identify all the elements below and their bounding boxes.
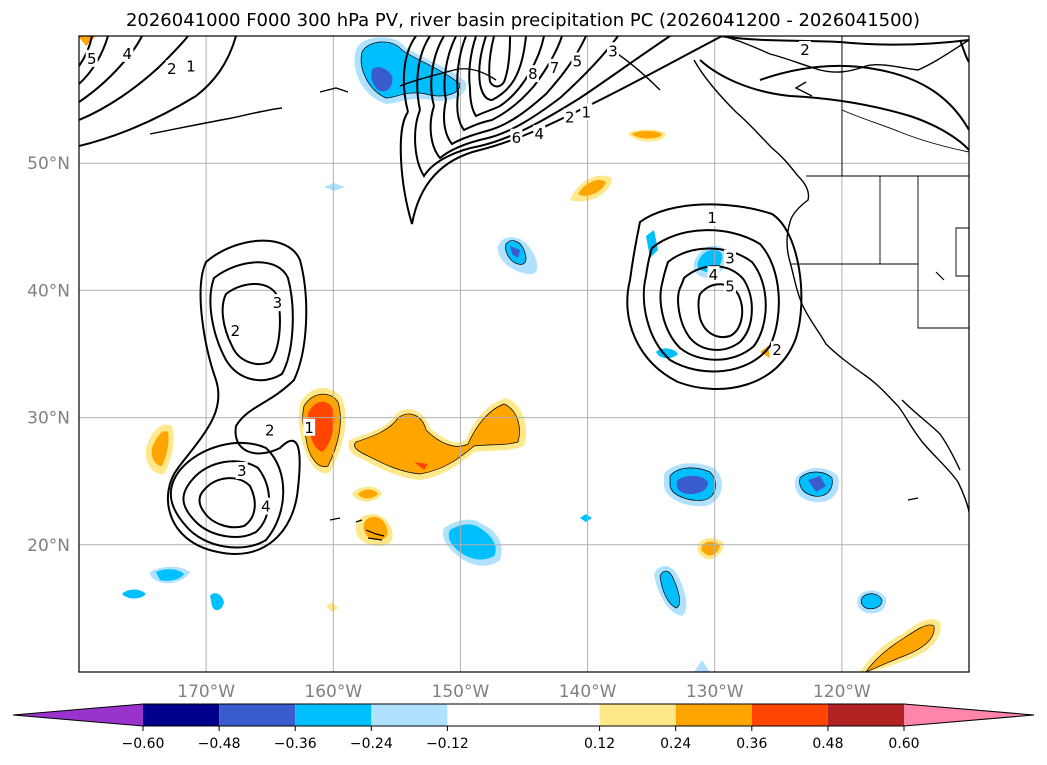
- contour-label-bg: [85, 49, 98, 67]
- contour-label: 5: [725, 278, 735, 296]
- colorbar-tick-label: 0.24: [660, 736, 691, 752]
- contour-label-bg: [165, 60, 178, 78]
- contour-label: 5: [573, 52, 583, 70]
- contour-label-bg: [263, 421, 276, 439]
- contour-label-bg: [798, 40, 811, 58]
- colorbar-tick-label: 0.60: [888, 736, 919, 752]
- contour-label: 2: [772, 341, 782, 359]
- contour-label-bg: [235, 462, 248, 480]
- contour-label: 8: [528, 65, 538, 83]
- lat-tick-label: 40°N: [27, 281, 70, 301]
- contour-label-bg: [571, 52, 584, 70]
- lon-tick-label: 130°W: [686, 682, 744, 702]
- colorbar-tick-label: 0.12: [584, 736, 615, 752]
- colorbar-segment: [295, 704, 372, 726]
- colorbar-segment: [143, 704, 220, 726]
- colorbar-segment: [675, 704, 752, 726]
- contour-label: 2: [565, 108, 575, 126]
- contour-label: 3: [608, 42, 618, 60]
- contour-label: 1: [304, 419, 314, 437]
- latitude-tick-labels: 20°N 30°N 40°N 50°N: [27, 154, 70, 556]
- contour-label-bg: [707, 266, 720, 284]
- pv-contours: [79, 36, 969, 555]
- lon-tick-label: 160°W: [304, 682, 362, 702]
- contour-label-bg: [580, 103, 593, 121]
- lat-tick-label: 50°N: [27, 154, 70, 174]
- lon-tick-label: 150°W: [432, 682, 490, 702]
- lat-tick-label: 20°N: [27, 536, 70, 556]
- map-frame: [78, 35, 970, 673]
- colorbar-tick-label: −0.36: [274, 736, 317, 752]
- contour-label-bg: [229, 322, 242, 340]
- contour-label: 7: [550, 59, 560, 77]
- colorbar-tick-label: 0.48: [812, 736, 843, 752]
- state-borders: [790, 36, 969, 329]
- lon-tick-label: 170°W: [177, 682, 235, 702]
- contour-label: 1: [582, 103, 592, 121]
- contour-label: 2: [265, 421, 275, 439]
- contour-label-bg: [723, 277, 736, 295]
- contour-label-bg: [259, 497, 272, 515]
- colorbar-segment: [371, 704, 448, 726]
- contour-label: 3: [273, 294, 283, 312]
- chart-title: 2026041000 F000 300 hPa PV, river basin …: [126, 10, 920, 31]
- contour-label-bg: [706, 208, 719, 226]
- colorbar: [12, 703, 1035, 727]
- contour-label-bg: [184, 57, 197, 75]
- colorbar-tick-label: −0.60: [122, 736, 165, 752]
- gridlines: [79, 36, 969, 672]
- colorbar-extend-high: [904, 704, 1034, 726]
- contour-label-bg: [607, 42, 619, 60]
- colorbar-tick-label: 0.36: [736, 736, 767, 752]
- contour-label: 4: [261, 498, 271, 516]
- colorbar-tick-label: −0.48: [198, 736, 241, 752]
- contour-label: 5: [87, 50, 97, 68]
- lat-tick-label: 30°N: [27, 409, 70, 429]
- colorbar-segment: [599, 704, 676, 726]
- contour-label: 2: [800, 41, 810, 59]
- contour-label: 2: [231, 322, 241, 340]
- contour-label: 1: [186, 58, 196, 76]
- longitude-tick-labels: 170°W 160°W 150°W 140°W 130°W 120°W: [177, 682, 871, 702]
- contour-label-bg: [771, 341, 784, 359]
- contour-label-bg: [526, 65, 539, 83]
- contour-label: 3: [725, 250, 735, 268]
- contour-label: 1: [707, 209, 717, 227]
- contour-label-bg: [303, 418, 316, 436]
- contour-label-bg: [548, 58, 561, 76]
- map-background: [79, 36, 969, 672]
- contour-label: 3: [237, 462, 247, 480]
- colorbar-segment: [447, 704, 600, 726]
- lon-tick-label: 120°W: [813, 682, 871, 702]
- contour-label-bg: [121, 44, 134, 62]
- colorbar-segment: [751, 704, 828, 726]
- contour-label: 4: [709, 266, 719, 284]
- contour-label-bg: [563, 108, 576, 126]
- islands: [329, 271, 945, 541]
- colorbar-tick-labels: −0.60 −0.48 −0.36 −0.24 −0.12 0.12 0.24 0.36 0.4…: [122, 726, 920, 752]
- contour-label-bg: [510, 128, 523, 146]
- contour-label-bg: [533, 124, 546, 142]
- contour-label-bg: [271, 294, 284, 312]
- colorbar-segment: [827, 704, 904, 726]
- contour-label: 4: [123, 45, 133, 63]
- shading-outlines: [302, 41, 935, 672]
- contour-label: 2: [167, 60, 177, 78]
- colorbar-tick-label: −0.24: [350, 736, 393, 752]
- colorbar-tick-label: −0.12: [426, 736, 469, 752]
- lon-tick-label: 140°W: [559, 682, 617, 702]
- colorbar-extend-low: [13, 704, 143, 726]
- contour-label-bg: [723, 249, 736, 267]
- contour-label: 6: [512, 129, 522, 147]
- colorbar-segment: [219, 704, 296, 726]
- contour-label: 4: [534, 125, 544, 143]
